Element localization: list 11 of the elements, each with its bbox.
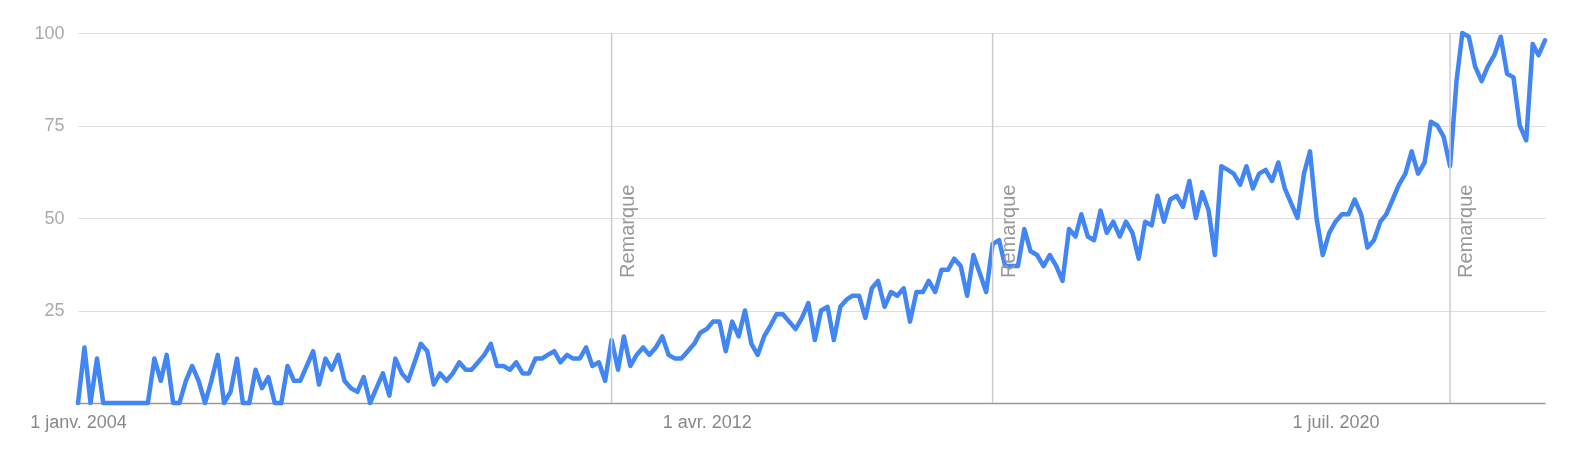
x-tick-label: 1 juil. 2020 — [1292, 411, 1380, 432]
ref-line-label: Remarque — [615, 184, 638, 278]
ref-line-label: Remarque — [996, 184, 1019, 278]
y-tick-label: 100 — [34, 22, 65, 43]
line-series — [75, 30, 1548, 406]
y-tick-label: 50 — [44, 207, 65, 228]
y-tick-label: 75 — [44, 115, 65, 135]
y-tick-label: 25 — [44, 300, 65, 320]
x-tick-label: 1 avr. 2012 — [662, 411, 752, 432]
ref-line-label: Remarque — [1454, 184, 1477, 278]
x-tick-label: 1 janv. 2004 — [30, 411, 127, 432]
